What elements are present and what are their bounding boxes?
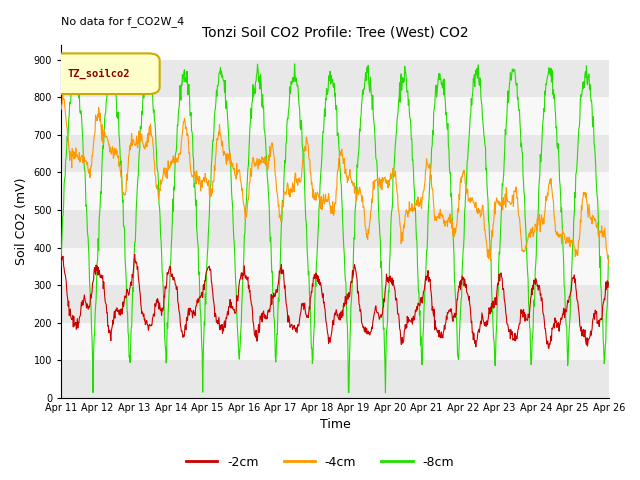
Bar [61, 60, 609, 97]
Text: TZ_soilco2: TZ_soilco2 [68, 69, 130, 79]
Bar [61, 248, 609, 285]
Bar [61, 210, 609, 248]
Text: No data for f_CO2W_4: No data for f_CO2W_4 [61, 16, 184, 27]
X-axis label: Time: Time [319, 419, 350, 432]
Bar [61, 172, 609, 210]
Legend: -2cm, -4cm, -8cm: -2cm, -4cm, -8cm [181, 451, 459, 474]
Bar [61, 285, 609, 323]
Title: Tonzi Soil CO2 Profile: Tree (West) CO2: Tonzi Soil CO2 Profile: Tree (West) CO2 [202, 25, 468, 39]
FancyBboxPatch shape [53, 53, 159, 94]
Bar [61, 360, 609, 398]
Y-axis label: Soil CO2 (mV): Soil CO2 (mV) [15, 178, 28, 265]
Bar [61, 97, 609, 135]
Bar [61, 135, 609, 172]
Bar [61, 323, 609, 360]
